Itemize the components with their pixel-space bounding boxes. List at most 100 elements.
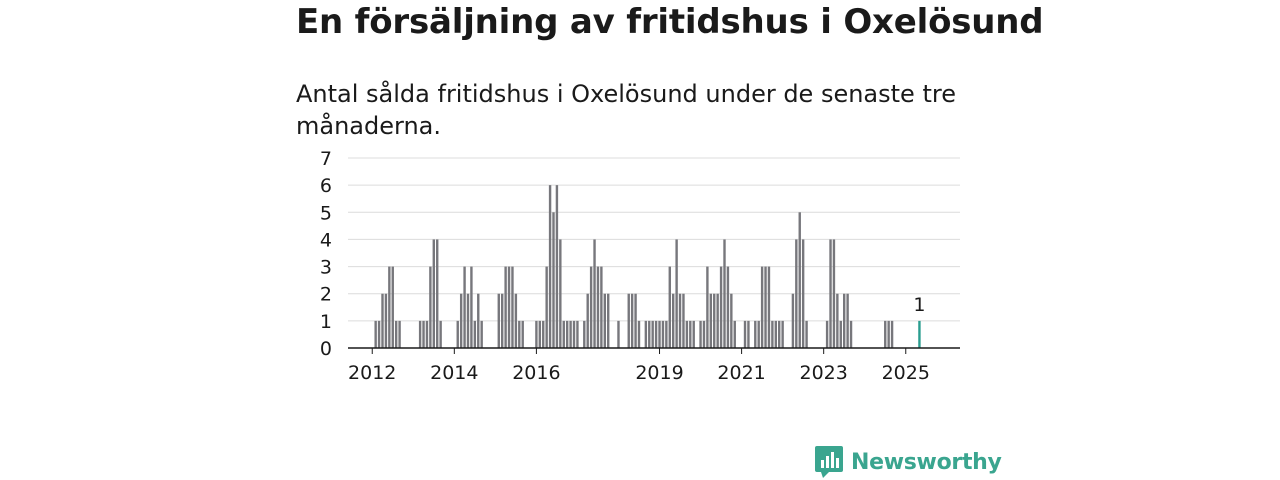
bar <box>600 266 603 348</box>
y-tick-label: 1 <box>320 311 332 333</box>
bar <box>607 293 610 348</box>
bar <box>884 320 887 348</box>
y-tick-label: 4 <box>320 229 332 251</box>
bar <box>552 212 555 348</box>
x-tick-label: 2014 <box>430 362 478 384</box>
bar <box>514 293 518 348</box>
bar <box>391 266 394 348</box>
bar <box>658 320 661 348</box>
bar <box>432 239 435 348</box>
bar <box>692 320 695 348</box>
bar <box>381 293 384 348</box>
bar <box>760 266 764 348</box>
bar <box>661 320 665 348</box>
bar <box>538 320 542 348</box>
bar <box>583 320 586 348</box>
bar <box>555 185 559 348</box>
bar <box>829 239 832 348</box>
bar <box>504 266 507 348</box>
bar <box>627 293 630 348</box>
bar <box>511 266 514 348</box>
bar <box>422 320 425 348</box>
bar <box>569 320 572 348</box>
bar <box>747 320 750 348</box>
bar <box>801 239 805 348</box>
bar <box>805 320 808 348</box>
bar <box>743 320 747 348</box>
bar <box>798 212 801 348</box>
bar <box>764 266 767 348</box>
bar <box>477 293 480 348</box>
bar <box>436 239 439 348</box>
y-tick-label: 0 <box>320 338 332 360</box>
bar <box>456 320 459 348</box>
bar <box>603 293 606 348</box>
chart-subtitle: Antal sålda fritidshus i Oxelösund under… <box>296 80 956 140</box>
x-tick-label: 2023 <box>800 362 848 384</box>
bar <box>589 266 593 348</box>
bar <box>572 320 576 348</box>
bar <box>473 320 477 348</box>
brand-name: Newsworthy <box>851 449 1002 475</box>
bar <box>702 320 706 348</box>
bar <box>843 293 846 348</box>
highlight-value-label: 1 <box>913 294 925 316</box>
bar <box>384 293 388 348</box>
bar <box>668 266 671 348</box>
annotations: 1 <box>913 294 925 316</box>
bar <box>767 266 771 348</box>
bar <box>470 266 473 348</box>
x-tick-label: 2016 <box>512 362 560 384</box>
bar <box>521 320 524 348</box>
bar <box>839 320 842 348</box>
bar <box>644 320 648 348</box>
bar <box>542 320 545 348</box>
y-tick-label: 2 <box>320 284 332 306</box>
bar <box>654 320 658 348</box>
grid-lines <box>348 157 960 322</box>
bar <box>596 266 600 348</box>
x-tick-label: 2012 <box>348 362 396 384</box>
bar <box>890 320 894 348</box>
bar <box>791 293 795 348</box>
bar <box>836 293 839 348</box>
bar <box>394 320 398 348</box>
bar <box>672 293 675 348</box>
bar <box>651 320 654 348</box>
bar <box>781 320 784 348</box>
bar <box>377 320 381 348</box>
bar <box>398 320 401 348</box>
bar <box>535 320 538 348</box>
newsworthy-brand: Newsworthy <box>815 446 1002 478</box>
bar <box>501 293 504 348</box>
bar <box>716 293 719 348</box>
y-tick-label: 7 <box>320 148 332 170</box>
bar <box>887 320 890 348</box>
y-tick-label: 3 <box>320 257 332 279</box>
bar <box>630 293 634 348</box>
bar <box>757 320 760 348</box>
bars <box>374 185 921 348</box>
x-tick-label: 2021 <box>717 362 765 384</box>
highlight-bar <box>918 320 921 348</box>
y-tick-label: 5 <box>320 202 332 224</box>
bar <box>617 320 620 348</box>
bar <box>771 320 774 348</box>
bar <box>548 185 552 348</box>
bar <box>559 239 562 348</box>
bar <box>439 320 442 348</box>
bar <box>832 239 836 348</box>
bar <box>518 320 521 348</box>
bar <box>463 266 466 348</box>
bar <box>719 266 723 348</box>
bar <box>733 320 736 348</box>
bar <box>795 239 798 348</box>
bar <box>507 266 511 348</box>
bar <box>678 293 682 348</box>
y-axis-labels: 0 1 2 3 4 5 6 7 <box>320 148 332 360</box>
bar <box>723 239 726 348</box>
bar <box>418 320 422 348</box>
bar <box>709 293 713 348</box>
bar <box>634 293 637 348</box>
